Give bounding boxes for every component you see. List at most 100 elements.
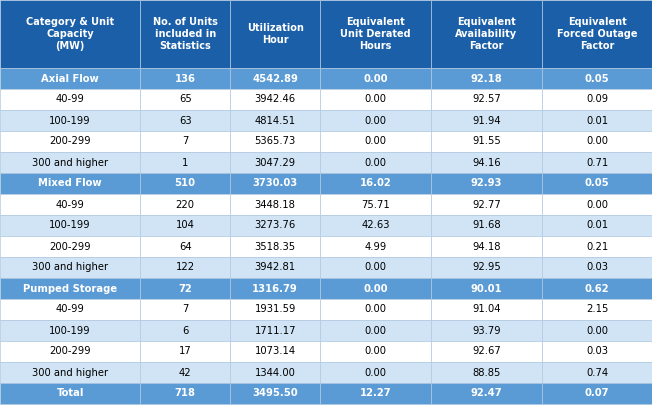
Bar xyxy=(320,68,431,89)
Text: 40-99: 40-99 xyxy=(55,94,85,105)
Bar xyxy=(140,320,230,341)
Text: 91.94: 91.94 xyxy=(472,116,501,125)
Bar xyxy=(542,278,652,299)
Text: 0.05: 0.05 xyxy=(585,74,610,83)
Text: 92.57: 92.57 xyxy=(472,94,501,105)
Bar xyxy=(0,278,140,299)
Bar xyxy=(542,362,652,383)
Text: Utilization
Hour: Utilization Hour xyxy=(246,23,304,45)
Bar xyxy=(140,362,230,383)
Bar xyxy=(140,257,230,278)
Bar xyxy=(431,383,542,404)
Bar xyxy=(140,194,230,215)
Bar xyxy=(140,0,230,68)
Bar xyxy=(0,173,140,194)
Bar xyxy=(230,362,320,383)
Text: 0.03: 0.03 xyxy=(586,263,608,273)
Bar xyxy=(320,89,431,110)
Text: Equivalent
Forced Outage
Factor: Equivalent Forced Outage Factor xyxy=(557,17,638,51)
Bar xyxy=(0,0,140,68)
Bar xyxy=(431,341,542,362)
Text: 3942.81: 3942.81 xyxy=(254,263,296,273)
Text: 136: 136 xyxy=(175,74,196,83)
Text: 100-199: 100-199 xyxy=(50,326,91,335)
Text: 0.62: 0.62 xyxy=(585,284,610,293)
Bar xyxy=(320,299,431,320)
Text: 42.63: 42.63 xyxy=(361,221,390,230)
Text: 4.99: 4.99 xyxy=(364,241,387,252)
Bar xyxy=(230,257,320,278)
Bar xyxy=(140,215,230,236)
Bar xyxy=(320,257,431,278)
Text: 0.00: 0.00 xyxy=(364,346,387,357)
Bar xyxy=(542,152,652,173)
Text: 1711.17: 1711.17 xyxy=(254,326,296,335)
Text: 300 and higher: 300 and higher xyxy=(32,158,108,168)
Bar xyxy=(320,215,431,236)
Bar xyxy=(431,0,542,68)
Text: 3942.46: 3942.46 xyxy=(254,94,296,105)
Bar xyxy=(542,89,652,110)
Text: 0.00: 0.00 xyxy=(363,284,388,293)
Bar xyxy=(230,278,320,299)
Text: 3448.18: 3448.18 xyxy=(255,199,295,210)
Bar xyxy=(230,236,320,257)
Bar xyxy=(230,383,320,404)
Bar xyxy=(140,341,230,362)
Text: 75.71: 75.71 xyxy=(361,199,390,210)
Text: 1316.79: 1316.79 xyxy=(252,284,298,293)
Text: 300 and higher: 300 and higher xyxy=(32,263,108,273)
Text: 0.09: 0.09 xyxy=(586,94,608,105)
Bar xyxy=(431,89,542,110)
Text: 1: 1 xyxy=(182,158,188,168)
Text: 92.95: 92.95 xyxy=(472,263,501,273)
Text: 1344.00: 1344.00 xyxy=(255,368,295,378)
Bar xyxy=(320,194,431,215)
Text: 7: 7 xyxy=(182,304,188,315)
Bar xyxy=(0,362,140,383)
Text: 1931.59: 1931.59 xyxy=(254,304,296,315)
Bar xyxy=(230,194,320,215)
Bar xyxy=(320,110,431,131)
Bar xyxy=(0,131,140,152)
Text: 63: 63 xyxy=(179,116,192,125)
Bar xyxy=(0,110,140,131)
Bar xyxy=(431,320,542,341)
Text: 100-199: 100-199 xyxy=(50,221,91,230)
Text: 0.01: 0.01 xyxy=(586,116,608,125)
Text: Equivalent
Unit Derated
Hours: Equivalent Unit Derated Hours xyxy=(340,17,411,51)
Text: 100-199: 100-199 xyxy=(50,116,91,125)
Bar xyxy=(0,89,140,110)
Text: Axial Flow: Axial Flow xyxy=(41,74,99,83)
Text: 718: 718 xyxy=(175,389,196,398)
Bar xyxy=(140,383,230,404)
Text: 104: 104 xyxy=(176,221,194,230)
Text: No. of Units
included in
Statistics: No. of Units included in Statistics xyxy=(153,17,218,51)
Text: 200-299: 200-299 xyxy=(50,136,91,147)
Text: 92.47: 92.47 xyxy=(471,389,502,398)
Bar xyxy=(230,68,320,89)
Bar xyxy=(431,173,542,194)
Text: 42: 42 xyxy=(179,368,192,378)
Bar xyxy=(431,362,542,383)
Bar xyxy=(230,173,320,194)
Text: 3495.50: 3495.50 xyxy=(252,389,298,398)
Text: Mixed Flow: Mixed Flow xyxy=(38,179,102,188)
Bar xyxy=(140,110,230,131)
Bar xyxy=(0,68,140,89)
Text: 510: 510 xyxy=(175,179,196,188)
Text: 0.00: 0.00 xyxy=(364,304,387,315)
Bar xyxy=(431,299,542,320)
Bar xyxy=(230,152,320,173)
Bar xyxy=(140,278,230,299)
Text: 1073.14: 1073.14 xyxy=(254,346,296,357)
Bar xyxy=(230,0,320,68)
Bar xyxy=(230,341,320,362)
Text: 6: 6 xyxy=(182,326,188,335)
Text: 0.00: 0.00 xyxy=(364,263,387,273)
Bar xyxy=(542,257,652,278)
Text: Equivalent
Availability
Factor: Equivalent Availability Factor xyxy=(455,17,518,51)
Bar xyxy=(0,215,140,236)
Bar xyxy=(542,131,652,152)
Text: 92.18: 92.18 xyxy=(471,74,502,83)
